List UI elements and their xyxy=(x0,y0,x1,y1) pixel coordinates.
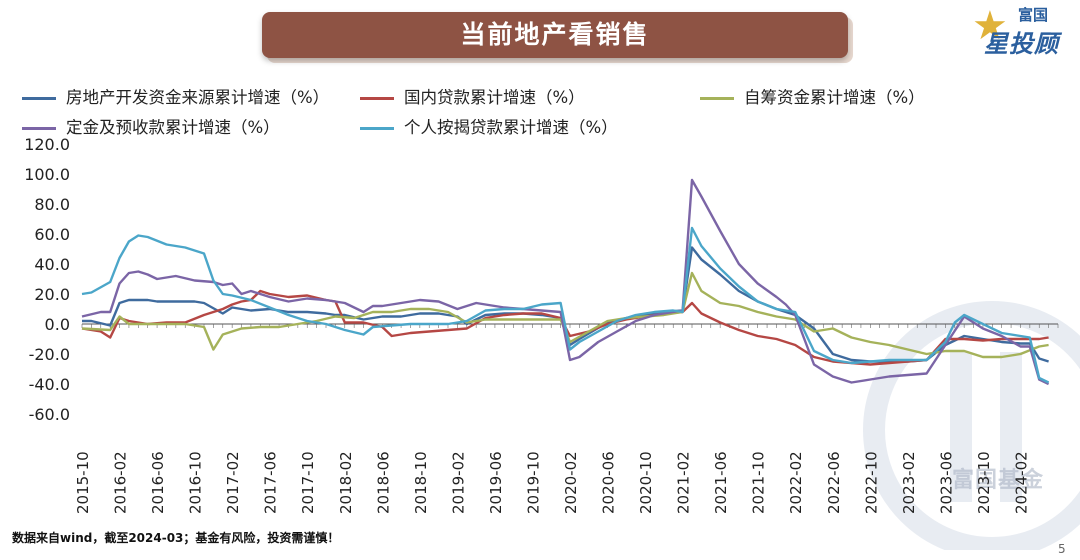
x-tick-label: 2021-06 xyxy=(712,451,730,514)
x-tick-label: 2015-10 xyxy=(74,451,92,514)
series-line-4 xyxy=(81,226,1050,384)
y-tick-label: -40.0 xyxy=(29,375,70,394)
legend-label: 定金及预收款累计增速（%） xyxy=(66,118,280,137)
x-tick-label: 2019-02 xyxy=(449,451,467,514)
x-tick-label: 2023-02 xyxy=(900,451,918,514)
y-tick-label: -60.0 xyxy=(29,405,70,424)
legend-label: 国内贷款累计增速（%） xyxy=(404,88,585,107)
x-tick-label: 2017-10 xyxy=(299,451,317,514)
y-tick-label: 100.0 xyxy=(24,165,70,184)
y-tick-label: -20.0 xyxy=(29,345,70,364)
series-line-0 xyxy=(82,246,1049,363)
logo-main-text: 星投顾 xyxy=(984,30,1059,58)
legend-swatch xyxy=(22,97,56,100)
legend-item-domestic-loans: 国内贷款累计增速（%） xyxy=(360,84,585,112)
x-tick-label: 2022-02 xyxy=(787,451,805,514)
x-tick-label: 2019-10 xyxy=(524,451,542,514)
logo-top-text: 富国 xyxy=(1018,6,1049,24)
y-tick-label: 20.0 xyxy=(34,285,70,304)
legend-label: 个人按揭贷款累计增速（%） xyxy=(404,118,618,137)
legend-swatch xyxy=(360,97,394,100)
title-banner: 当前地产看销售 xyxy=(262,12,848,58)
chart-legend: 房地产开发资金来源累计增速（%） 国内贷款累计增速（%） 自筹资金累计增速（%）… xyxy=(0,84,1080,144)
y-tick-label: 120.0 xyxy=(24,135,70,154)
y-tick-label: 80.0 xyxy=(34,195,70,214)
x-tick-label: 2016-02 xyxy=(112,451,130,514)
x-tick-label: 2018-10 xyxy=(412,451,430,514)
legend-item-funding-source: 房地产开发资金来源累计增速（%） xyxy=(22,84,329,112)
legend-item-self-raised: 自筹资金累计增速（%） xyxy=(700,84,925,112)
watermark-emblem xyxy=(863,301,1080,550)
legend-swatch xyxy=(22,127,56,130)
x-tick-label: 2024-02 xyxy=(1012,451,1030,514)
watermark-text: 富国基金 xyxy=(952,468,1045,493)
legend-swatch xyxy=(700,97,734,100)
x-tick-label: 2017-06 xyxy=(262,451,280,514)
y-tick-label: 40.0 xyxy=(34,255,70,274)
series-line-1 xyxy=(81,289,1049,366)
x-tick-label: 2017-02 xyxy=(224,451,242,514)
x-tick-label: 2020-10 xyxy=(637,451,655,514)
line-chart: 120.0 100.0 80.0 60.0 40.0 20.0 0.0 -20.0 -40.0 -… xyxy=(24,135,1059,514)
star-icon: ★ xyxy=(972,3,1008,49)
series-line-3 xyxy=(81,178,1050,386)
x-tick-label: 2018-06 xyxy=(374,451,392,514)
legend-label: 房地产开发资金来源累计增速（%） xyxy=(66,88,330,107)
x-tick-label: 2019-06 xyxy=(487,451,505,514)
x-tick-label: 2021-02 xyxy=(675,451,693,514)
x-tick-label: 2023-06 xyxy=(937,451,955,514)
x-tick-label: 2018-02 xyxy=(337,451,355,514)
legend-label: 自筹资金累计增速（%） xyxy=(744,88,925,107)
x-tick-label: 2023-10 xyxy=(975,451,993,514)
series-line-2 xyxy=(81,271,1049,359)
page-number: 5 xyxy=(1058,542,1066,556)
x-tick-label: 2022-06 xyxy=(825,451,843,514)
legend-item-deposits: 定金及预收款累计增速（%） xyxy=(22,114,280,142)
x-tick-label: 2016-10 xyxy=(187,451,205,514)
x-tick-label: 2020-06 xyxy=(600,451,618,514)
x-tick-label: 2020-02 xyxy=(562,451,580,514)
page-title: 当前地产看销售 xyxy=(460,20,650,49)
y-tick-label: 0.0 xyxy=(45,315,70,334)
source-note: 数据来自wind，截至2024-03；基金有风险，投资需谨慎！ xyxy=(12,531,340,545)
x-tick-label: 2016-06 xyxy=(149,451,167,514)
x-tick-label: 2022-10 xyxy=(862,451,880,514)
legend-item-mortgage: 个人按揭贷款累计增速（%） xyxy=(360,114,618,142)
brand-logo: ★ 富国 星投顾 xyxy=(972,2,1078,58)
y-tick-label: 60.0 xyxy=(34,225,70,244)
legend-swatch xyxy=(360,127,394,130)
x-tick-label: 2021-10 xyxy=(750,451,768,514)
